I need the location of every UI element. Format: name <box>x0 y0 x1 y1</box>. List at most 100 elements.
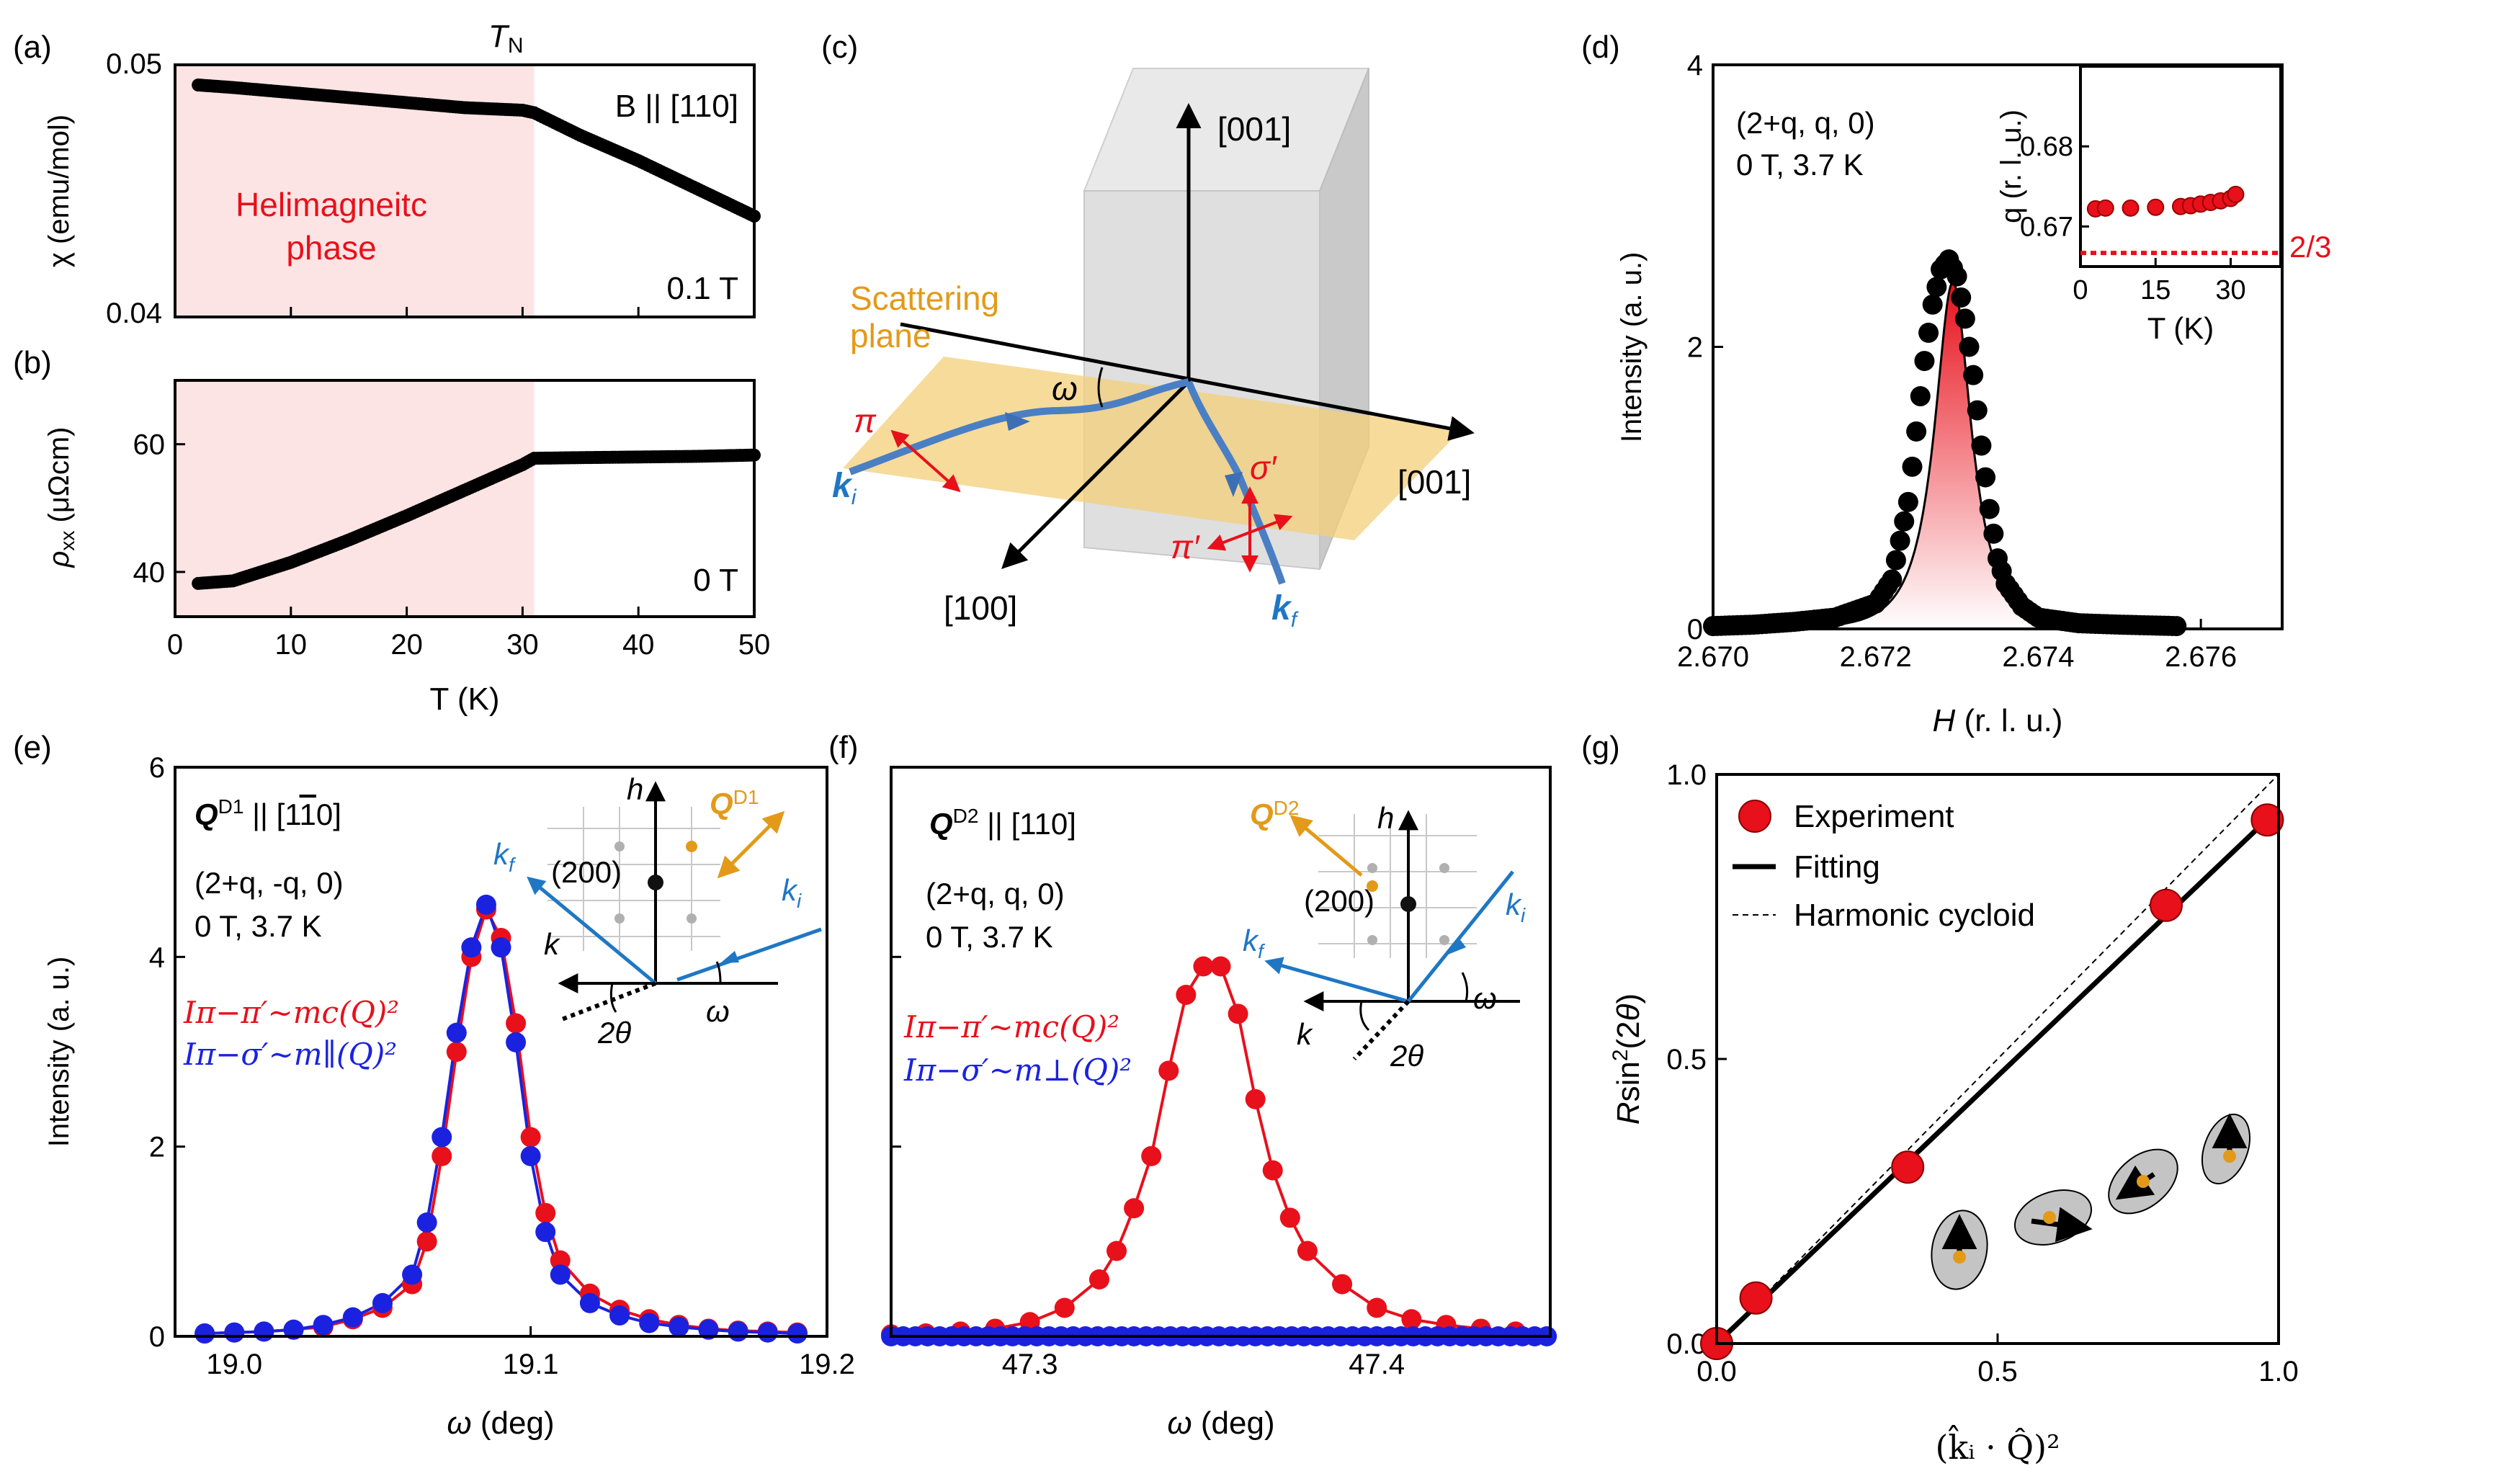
formula-pi-pi-e: Iπ−π′∼mc(Q)² <box>183 995 399 1030</box>
ylabel-inset-d: q (r. l. u.) <box>1995 109 2027 223</box>
point-e-red-15 <box>520 1127 541 1148</box>
svg-text:k: k <box>1297 1017 1313 1051</box>
ytick-e-1: 2 <box>149 1132 165 1163</box>
point-e-blue-23 <box>728 1321 748 1342</box>
xtick-f-1: 47.4 <box>1349 1349 1405 1380</box>
axis-label-100: [100] <box>944 589 1017 627</box>
data-series-g <box>1700 803 2284 1360</box>
xlabel-b: T (K) <box>430 681 500 717</box>
formula-pi-sigma-f: Iπ−σ′∼m⊥(Q)² <box>903 1052 1132 1088</box>
inset-xtick-d-0: 0 <box>2073 275 2088 305</box>
axis-100 <box>1001 380 1190 569</box>
point-d-66 <box>1971 435 1992 456</box>
panel-label-f: (f) <box>828 730 859 765</box>
panel-b: (b) 0 10 20 30 40 50 40 60 ρxx (μΩcm) 0 T T (K) <box>13 345 770 717</box>
point-e-red-17 <box>550 1250 571 1271</box>
inset-ytick-d-0: 0.67 <box>2020 212 2073 242</box>
inset-d: 0 15 30 0.67 0.68 <box>2020 132 2246 305</box>
axes-frame-b <box>174 379 756 618</box>
harmonic-cycloid-line <box>1716 774 2279 1344</box>
point-e-blue-0 <box>195 1323 215 1344</box>
point-d-114 <box>2166 616 2187 637</box>
panel-label-b: (b) <box>13 345 52 380</box>
legend-harmonic-cycloid: Harmonic cycloid <box>1794 898 2035 933</box>
axes-frame-f <box>890 766 1552 1338</box>
q-direction-e: QD1 || [110] <box>195 795 341 832</box>
ylabel-a: χ (emu/mol) <box>43 115 75 267</box>
ylabel-g: Rsin2(2θ) <box>1609 993 1646 1125</box>
point-f-red-5 <box>1054 1297 1075 1318</box>
cycloid-spin-illustration <box>1931 1113 2250 1290</box>
scattering-plane-label-2: plane <box>850 317 931 354</box>
point-e-blue-13 <box>491 937 511 958</box>
xtick-f-0: 47.3 <box>1002 1349 1058 1380</box>
ytick-g-2: 1.0 <box>1666 759 1707 791</box>
point-d-55 <box>1926 277 1947 298</box>
point-f-red-13 <box>1210 956 1231 977</box>
point-e-blue-25 <box>787 1323 808 1344</box>
xlabel-f: ω (deg) <box>1167 1405 1274 1441</box>
point-f-red-8 <box>1124 1198 1145 1219</box>
point-d-44 <box>1882 569 1903 590</box>
ticks-g: 0.0 0.5 1.0 0.0 0.5 1.0 <box>1666 759 2298 1387</box>
legend-marker-experiment <box>1738 800 1771 833</box>
svg-text:k: k <box>544 927 560 961</box>
point-g-3 <box>2150 888 2183 922</box>
scattering-plane <box>843 357 1462 540</box>
svg-text:h: h <box>627 772 643 806</box>
data-series-a <box>192 79 761 223</box>
data-series-e <box>195 894 808 1344</box>
axes-frame-g <box>1715 773 2280 1345</box>
peak-fill-d <box>1713 282 2176 629</box>
point-e-blue-15 <box>520 1145 541 1166</box>
ylabel-e: Intensity (a. u.) <box>43 957 75 1148</box>
reflection-f: (2+q, q, 0) <box>926 877 1065 911</box>
ticks-a <box>174 307 756 317</box>
incident-beam-arrowhead <box>1005 412 1030 431</box>
xlabel-d: H (r. l. u.) <box>1933 703 2063 738</box>
point-f-red-18 <box>1297 1241 1318 1261</box>
svg-text:QD1: QD1 <box>710 786 759 821</box>
svg-text:kf: kf <box>493 837 517 876</box>
panel-c: (c) [001] [001] [100] Scattering plane ω… <box>821 30 1475 632</box>
point-e-red-14 <box>506 1013 527 1034</box>
xtick-b-3: 30 <box>506 629 539 661</box>
svg-text:(200): (200) <box>551 855 622 889</box>
point-e-blue-20 <box>639 1313 660 1333</box>
svg-text:ω: ω <box>1473 981 1497 1015</box>
ticks-b: 0 10 20 30 40 50 40 60 <box>133 429 771 661</box>
panel-e: (e) 19.0 19.1 19.2 0 2 4 6 Intensity (a. u.) ω… <box>13 730 855 1441</box>
q-direction-f: QD2 || [110] <box>929 805 1076 841</box>
xtick-e-0: 19.0 <box>206 1349 262 1380</box>
point-d-51 <box>1910 386 1931 407</box>
field-direction-a: B || [110] <box>615 89 738 124</box>
fit-e-0 <box>205 906 797 1335</box>
point-a-192 <box>748 210 761 223</box>
point-g-2 <box>1891 1150 1925 1184</box>
point-e-blue-3 <box>283 1319 304 1340</box>
point-e-red-10 <box>446 1042 467 1062</box>
xtick-g-2: 1.0 <box>2258 1356 2299 1387</box>
xtick-e-2: 19.2 <box>799 1349 855 1380</box>
point-f-red-16 <box>1262 1160 1283 1181</box>
point-f-red-19 <box>1332 1274 1353 1295</box>
helimagnetic-label-line1: Helimagneitc <box>236 186 427 223</box>
ytick-b-0: 40 <box>133 557 166 589</box>
panel-a: (a) TN 0.05 0.04 χ (emu/mol) B || [110] … <box>13 19 761 329</box>
point-d-54 <box>1922 294 1943 315</box>
inset-xtick-d-1: 15 <box>2140 275 2171 305</box>
ytick-a-bottom: 0.04 <box>106 298 162 329</box>
point-e-blue-19 <box>609 1305 630 1326</box>
xlabel-g: (k̂ᵢ · Q̂)² <box>1935 1424 2060 1467</box>
point-e-red-16 <box>535 1202 556 1223</box>
reflection-d: (2+q, q, 0) <box>1736 106 1875 140</box>
svg-text:2θ: 2θ <box>597 1016 631 1050</box>
reflection-e: (2+q, -q, 0) <box>195 866 344 900</box>
panel-label-c: (c) <box>821 30 858 65</box>
axis-001-horizontal <box>900 322 1475 441</box>
ytick-e-0: 0 <box>149 1321 165 1353</box>
point-e-blue-6 <box>372 1292 393 1313</box>
field-value-b: 0 T <box>693 563 738 598</box>
pi-label: π <box>854 402 877 439</box>
